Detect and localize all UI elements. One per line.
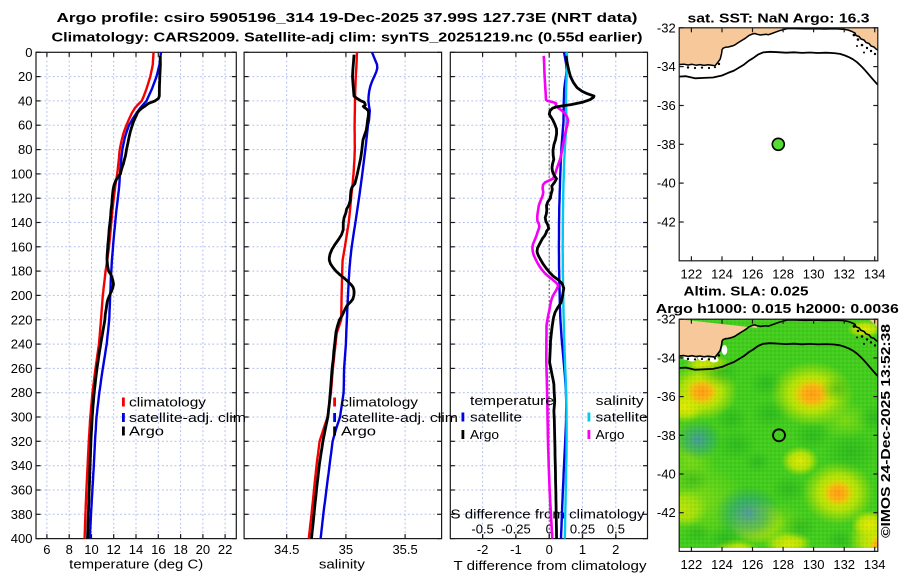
svg-text:-40: -40 <box>657 176 676 191</box>
svg-text:12: 12 <box>106 542 120 557</box>
svg-text:360: 360 <box>11 483 33 498</box>
svg-text:-1: -1 <box>510 542 522 557</box>
svg-text:180: 180 <box>11 264 33 279</box>
svg-text:340: 340 <box>11 458 33 473</box>
svg-text:-34: -34 <box>657 350 676 365</box>
svg-text:0.5: 0.5 <box>607 522 625 537</box>
svg-text:salinity: salinity <box>596 393 645 408</box>
svg-text:climatology: climatology <box>129 395 207 410</box>
svg-text:18: 18 <box>173 542 187 557</box>
svg-text:20: 20 <box>196 542 210 557</box>
svg-text:-32: -32 <box>657 312 676 327</box>
svg-text:-36: -36 <box>657 389 676 404</box>
svg-text:60: 60 <box>18 118 32 133</box>
svg-text:128: 128 <box>772 557 794 572</box>
svg-text:380: 380 <box>11 507 33 522</box>
svg-text:260: 260 <box>11 361 33 376</box>
svg-text:Altim. SLA: 0.025: Altim. SLA: 0.025 <box>684 284 809 299</box>
svg-text:-0.25: -0.25 <box>501 522 531 537</box>
svg-text:0: 0 <box>25 45 32 60</box>
svg-text:35.5: 35.5 <box>392 542 417 557</box>
svg-text:122: 122 <box>681 266 703 281</box>
svg-text:0.25: 0.25 <box>570 522 595 537</box>
svg-text:-40: -40 <box>657 467 676 482</box>
svg-text:160: 160 <box>11 239 33 254</box>
svg-text:130: 130 <box>803 266 825 281</box>
svg-text:©IMOS 24-Dec-2025 13:52:38: ©IMOS 24-Dec-2025 13:52:38 <box>878 324 893 538</box>
svg-text:300: 300 <box>11 410 33 425</box>
svg-text:Argo profile: csiro 5905196_31: Argo profile: csiro 5905196_314 19-Dec-2… <box>57 10 638 25</box>
svg-text:220: 220 <box>11 312 33 327</box>
svg-text:280: 280 <box>11 385 33 400</box>
svg-text:Climatology: CARS2009. Satelli: Climatology: CARS2009. Satellite-adj cli… <box>52 30 643 45</box>
svg-text:-36: -36 <box>657 98 676 113</box>
svg-text:S difference from climatology: S difference from climatology <box>451 507 646 522</box>
svg-text:-2: -2 <box>477 542 489 557</box>
svg-text:128: 128 <box>772 266 794 281</box>
svg-text:Argo: Argo <box>341 424 376 439</box>
svg-text:80: 80 <box>18 142 32 157</box>
svg-text:satellite-adj. clim: satellite-adj. clim <box>341 410 458 425</box>
svg-text:-32: -32 <box>657 20 676 35</box>
svg-text:-38: -38 <box>657 428 676 443</box>
svg-text:240: 240 <box>11 337 33 352</box>
svg-text:Argo: Argo <box>129 424 164 439</box>
svg-text:satellite-adj. clim: satellite-adj. clim <box>129 410 246 425</box>
svg-text:122: 122 <box>681 557 703 572</box>
svg-text:100: 100 <box>11 166 33 181</box>
svg-text:126: 126 <box>742 266 764 281</box>
svg-text:salinity: salinity <box>319 557 366 572</box>
svg-text:6: 6 <box>43 542 50 557</box>
svg-text:134: 134 <box>864 266 886 281</box>
svg-text:sat. SST: NaN Argo: 16.3: sat. SST: NaN Argo: 16.3 <box>688 11 870 26</box>
svg-text:Argo: Argo <box>596 427 625 442</box>
svg-text:22: 22 <box>218 542 232 557</box>
svg-text:134: 134 <box>864 557 886 572</box>
svg-text:Argo h1000: 0.015 h2000: 0.003: Argo h1000: 0.015 h2000: 0.0036 <box>656 301 899 316</box>
svg-text:satellite: satellite <box>470 410 522 425</box>
svg-text:T difference from climatology: T difference from climatology <box>454 558 648 573</box>
svg-text:-42: -42 <box>657 505 676 520</box>
svg-text:20: 20 <box>18 69 32 84</box>
svg-text:2: 2 <box>612 542 619 557</box>
svg-text:-38: -38 <box>657 137 676 152</box>
svg-text:126: 126 <box>742 557 764 572</box>
svg-text:-42: -42 <box>657 215 676 230</box>
svg-text:400: 400 <box>11 531 33 546</box>
svg-text:temperature: temperature <box>470 393 554 408</box>
svg-text:120: 120 <box>11 191 33 206</box>
svg-text:satellite: satellite <box>596 410 648 425</box>
svg-text:climatology: climatology <box>341 395 419 410</box>
svg-text:35: 35 <box>339 542 353 557</box>
svg-text:124: 124 <box>711 557 733 572</box>
svg-text:16: 16 <box>151 542 165 557</box>
svg-text:-0.5: -0.5 <box>471 522 493 537</box>
svg-text:200: 200 <box>11 288 33 303</box>
svg-text:140: 140 <box>11 215 33 230</box>
svg-text:132: 132 <box>833 266 855 281</box>
svg-text:-34: -34 <box>657 59 676 74</box>
svg-text:1: 1 <box>579 542 586 557</box>
svg-text:10: 10 <box>84 542 98 557</box>
svg-text:34.5: 34.5 <box>274 542 299 557</box>
svg-text:124: 124 <box>711 266 733 281</box>
svg-text:40: 40 <box>18 93 32 108</box>
svg-text:132: 132 <box>833 557 855 572</box>
svg-text:0: 0 <box>546 542 553 557</box>
svg-text:temperature (deg C): temperature (deg C) <box>69 557 203 572</box>
svg-text:130: 130 <box>803 557 825 572</box>
svg-text:8: 8 <box>66 542 73 557</box>
svg-text:320: 320 <box>11 434 33 449</box>
svg-text:Argo: Argo <box>470 427 499 442</box>
svg-text:14: 14 <box>129 542 143 557</box>
